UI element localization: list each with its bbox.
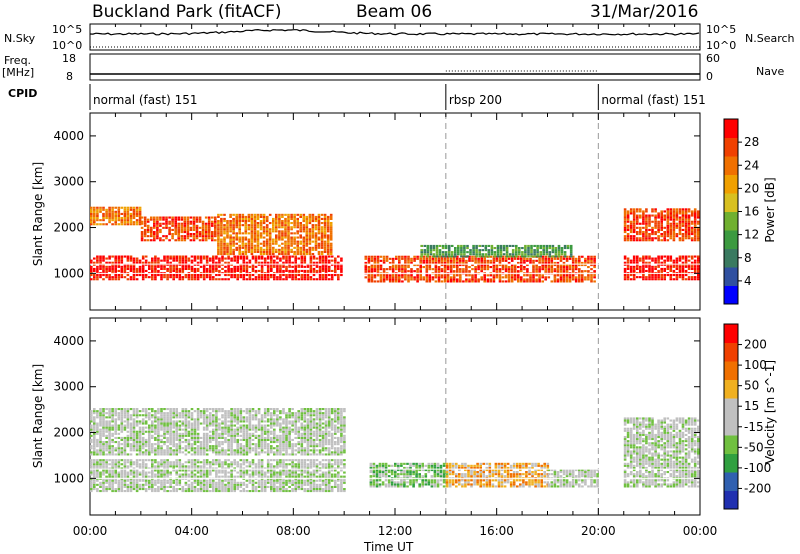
freq-strip	[89, 53, 701, 81]
power-band	[364, 255, 596, 283]
velocity-colorbar-cell	[724, 398, 738, 417]
beam-title: Beam 06	[356, 2, 433, 22]
x-tick-label: 12:00	[378, 524, 413, 538]
velocity-colorbar-tick-label: 15	[744, 399, 759, 413]
power-colorbar-cell	[724, 230, 738, 249]
velocity-colorbar-cell	[724, 416, 738, 436]
nave-label: Nave	[756, 65, 785, 78]
velocity-colorbar-tick-label: 100	[744, 358, 767, 372]
velocity-ytick-label: 1000	[53, 471, 84, 485]
x-tick-label: 04:00	[174, 524, 209, 538]
x-tick-label: 16:00	[479, 524, 514, 538]
power-colorbar-cell	[724, 211, 738, 231]
x-tick-label: 08:00	[276, 524, 311, 538]
velocity-colorbar-cell	[724, 379, 738, 399]
velocity-colorbar-tick-label: -50	[744, 440, 764, 454]
nsearch-label: N.Search	[745, 32, 795, 45]
cpid-segment-label: normal (fast) 151	[601, 93, 705, 107]
velocity-colorbar-tick-label: 50	[744, 379, 759, 393]
nsky-bottom-tick: 10^0	[52, 39, 83, 52]
power-band	[140, 216, 217, 242]
power-colorbar-cell	[724, 285, 738, 305]
power-colorbar-tick-label: 24	[744, 158, 759, 172]
power-colorbar-tick-label: 20	[744, 181, 759, 195]
power-ytick-label: 3000	[53, 175, 84, 189]
power-ytick-label: 1000	[53, 266, 84, 280]
freq-label: Freq.	[4, 54, 32, 67]
velocity-colorbar-cell	[724, 453, 738, 473]
cpid-segment-label: rbsp 200	[449, 93, 502, 107]
station-title: Buckland Park (fitACF)	[92, 2, 282, 22]
velocity-colorbar-cell	[724, 435, 738, 454]
power-colorbar-tick-label: 8	[744, 251, 752, 265]
nave-top-tick: 60	[706, 52, 720, 65]
date-title: 31/Mar/2016	[590, 2, 699, 22]
velocity-colorbar-tick-label: -200	[744, 481, 771, 495]
nsky-trace	[89, 28, 700, 36]
velocity-colorbar-cell	[724, 342, 738, 362]
velocity-colorbar-tick-label: -15	[744, 420, 764, 434]
power-colorbar-tick-label: 28	[744, 135, 759, 149]
velocity-band	[369, 462, 449, 488]
velocity-ytick-label: 4000	[53, 334, 84, 348]
velocity-colorbar-cell	[724, 324, 738, 343]
velocity-colorbar-cell	[724, 472, 738, 491]
nave-bottom-tick: 0	[706, 70, 713, 83]
power-colorbar-cell	[724, 119, 738, 138]
nsky-label: N.Sky	[4, 32, 36, 45]
power-ytick-label: 2000	[53, 221, 84, 235]
x-tick-label: 20:00	[581, 524, 616, 538]
velocity-ytick-label: 2000	[53, 426, 84, 440]
velocity-colorbar-tick-label: 200	[744, 338, 767, 352]
velocity-band	[90, 459, 346, 493]
x-tick-label: 00:00	[683, 524, 718, 538]
nsearch-top-tick: 10^5	[706, 23, 737, 36]
power-colorbar-cell	[724, 267, 738, 286]
freq-top-tick: 18	[62, 52, 76, 65]
velocity-ytick-label: 3000	[53, 380, 84, 394]
power-band	[217, 213, 333, 256]
power-colorbar-cell	[724, 193, 738, 212]
velocity-colorbar	[723, 323, 739, 510]
power-colorbar-tick-label: 12	[744, 228, 759, 242]
power-colorbar-tick-label: 4	[744, 274, 752, 288]
power-band	[420, 244, 573, 258]
power-colorbar-tick-label: 16	[744, 205, 759, 219]
velocity-colorbar-cell	[724, 490, 738, 510]
cpid-segment-label: normal (fast) 151	[93, 93, 197, 107]
power-colorbar-cell	[724, 156, 738, 175]
freq-bottom-tick: 8	[66, 70, 73, 83]
x-axis-label: Time UT	[364, 540, 414, 554]
velocity-colorbar-tick-label: -100	[744, 461, 771, 475]
velocity-colorbar-cell	[724, 361, 738, 380]
velocity-band	[445, 462, 550, 488]
power-band	[623, 208, 700, 242]
power-colorbar-cell	[724, 174, 738, 194]
x-tick-label: 00:00	[73, 524, 108, 538]
velocity-band	[90, 408, 346, 456]
power-band	[90, 206, 142, 226]
nsearch-bottom-tick: 10^0	[706, 39, 737, 52]
nsky-top-tick: 10^5	[52, 23, 83, 36]
power-ytick-label: 4000	[53, 129, 84, 143]
freq-unit: [MHz]	[2, 66, 35, 79]
power-colorbar-cell	[724, 248, 738, 268]
power-colorbar-cell	[724, 137, 738, 157]
cpid-label: CPID	[8, 87, 38, 100]
